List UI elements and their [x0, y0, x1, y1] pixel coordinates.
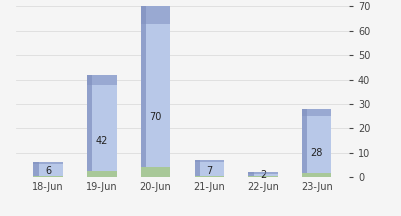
Bar — [141, 6, 170, 167]
Bar — [141, 167, 170, 177]
Bar — [34, 162, 63, 164]
Bar — [302, 109, 331, 116]
Bar — [87, 171, 117, 177]
Text: 70: 70 — [150, 112, 162, 122]
Bar — [248, 176, 278, 177]
Bar — [87, 75, 117, 85]
Bar — [194, 160, 200, 176]
Text: 7: 7 — [206, 166, 213, 176]
Text: 28: 28 — [310, 148, 323, 158]
Bar — [141, 6, 146, 167]
Bar — [302, 173, 331, 177]
Bar — [87, 75, 117, 171]
Bar — [34, 162, 63, 176]
Bar — [248, 172, 278, 174]
Text: 42: 42 — [96, 136, 108, 146]
Text: 2: 2 — [260, 170, 266, 180]
Bar — [302, 109, 331, 173]
Bar — [194, 160, 224, 162]
Text: 6: 6 — [45, 165, 51, 176]
Bar — [87, 75, 93, 171]
Bar — [248, 172, 253, 176]
Bar — [194, 160, 224, 176]
Bar — [302, 109, 307, 173]
Bar — [141, 6, 170, 24]
Bar — [248, 172, 278, 176]
Bar — [34, 176, 63, 177]
Bar — [194, 176, 224, 177]
Bar — [34, 162, 39, 176]
